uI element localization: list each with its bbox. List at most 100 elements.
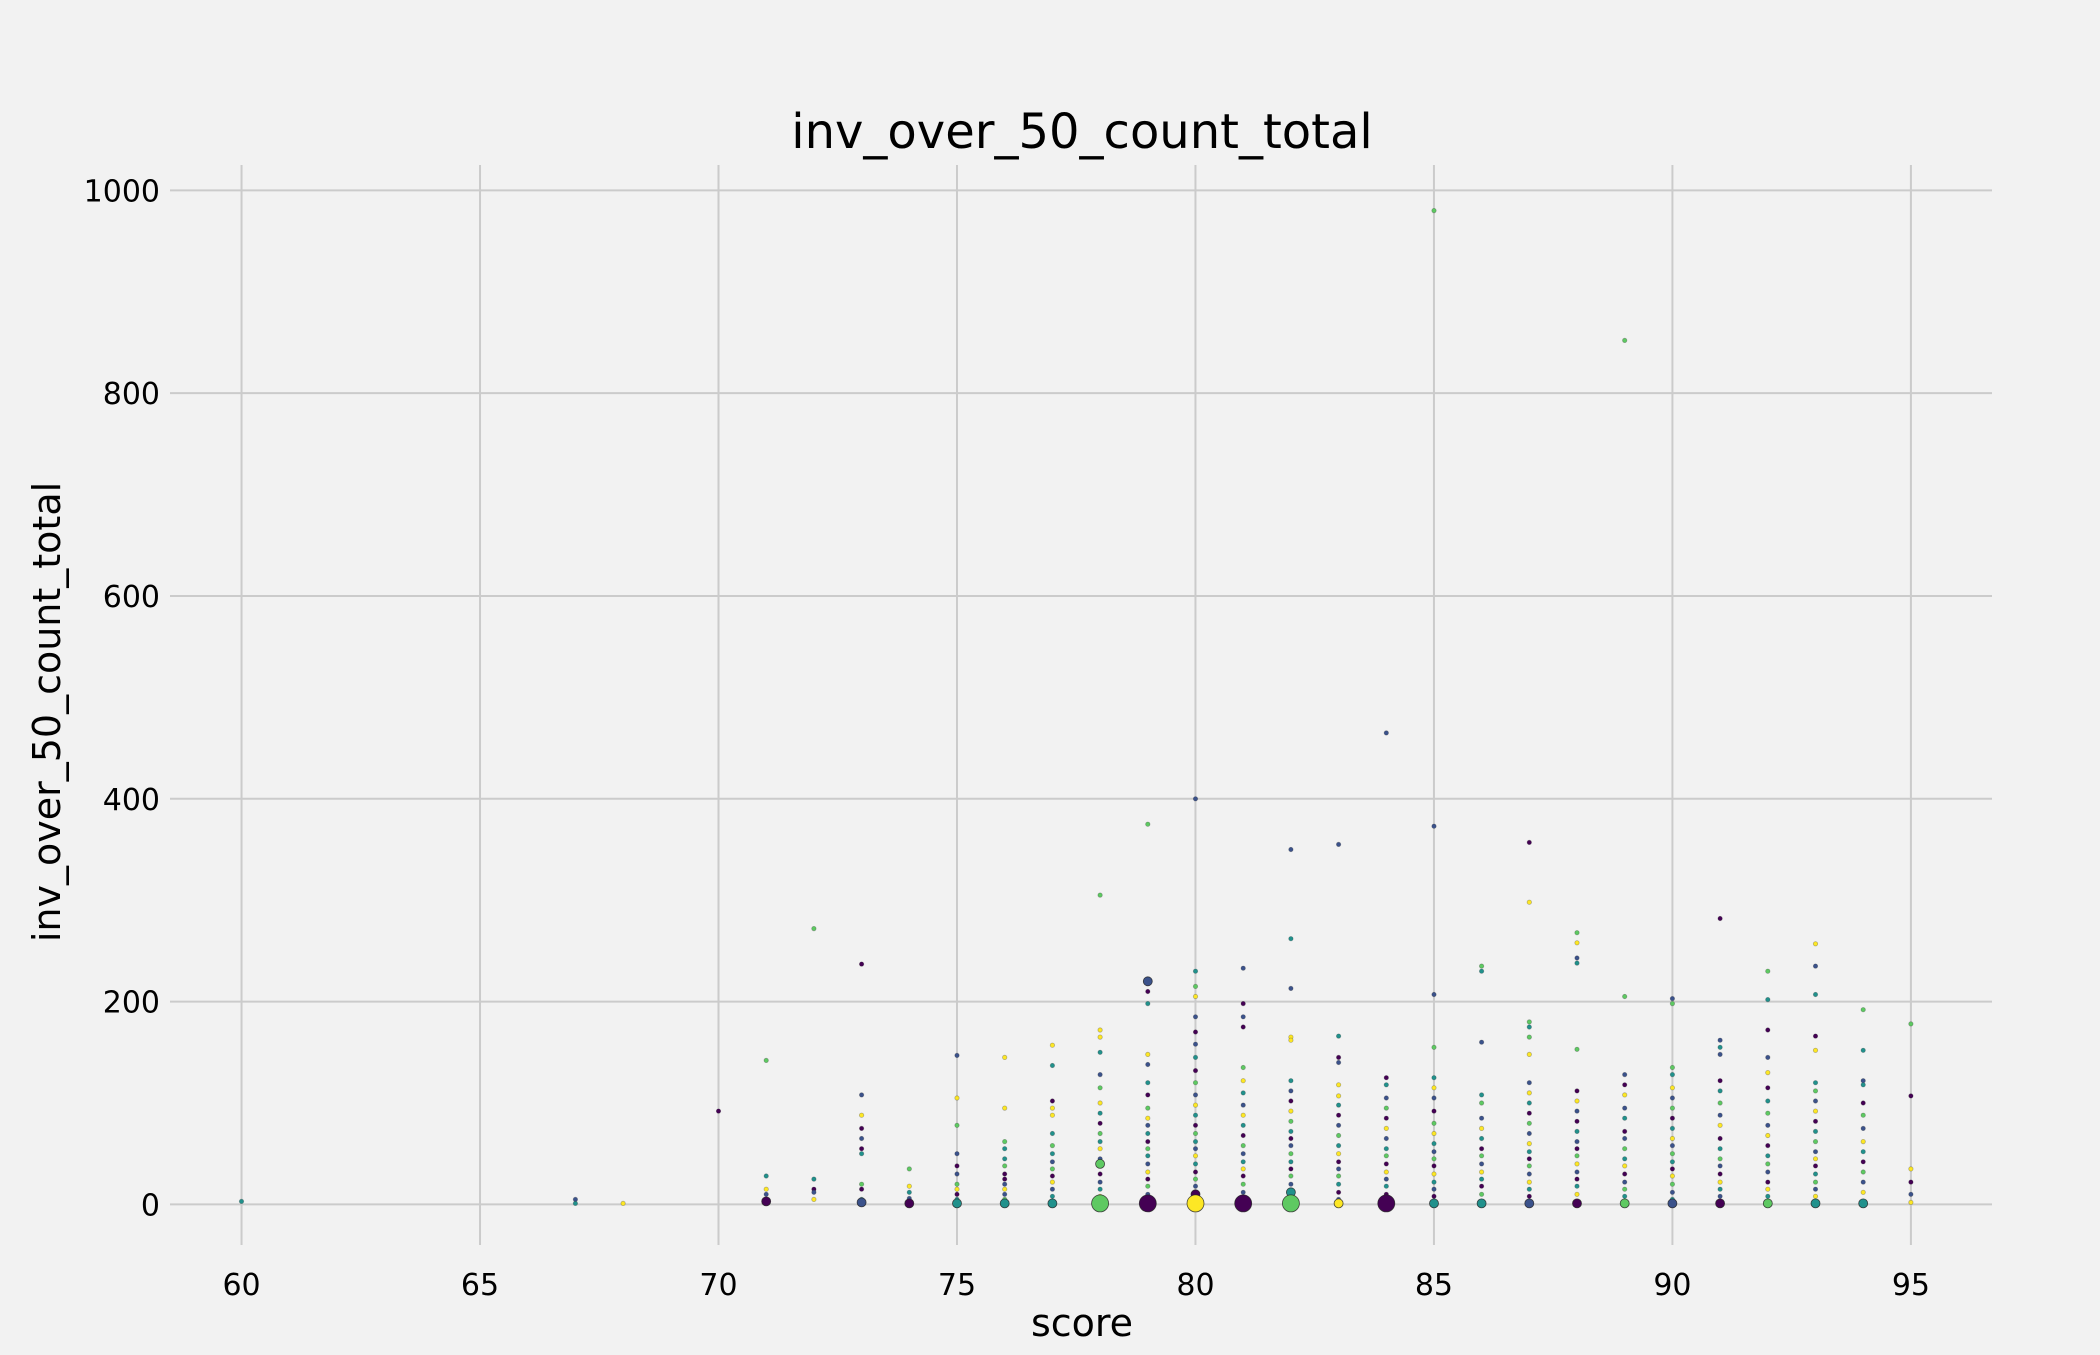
y-tick-label-4: 800 [103,377,160,412]
data-point-317 [1669,1173,1676,1179]
data-point-240 [1479,1161,1485,1167]
data-point-95 [1145,1080,1151,1086]
data-point-58 [1049,1105,1056,1111]
data-point-183 [1336,1112,1342,1118]
data-point-312 [1669,1135,1676,1142]
data-point-127 [1192,1146,1199,1152]
data-point-199 [1383,1105,1389,1111]
data-point-208 [1383,1183,1389,1189]
data-point-61 [1049,1143,1056,1149]
data-point-72 [1097,1034,1103,1040]
data-point-80 [1097,1139,1103,1145]
data-point-370 [1812,1149,1819,1155]
data-point-369 [1812,1139,1819,1145]
data-point-263 [1526,1179,1532,1185]
data-point-54 [999,1198,1010,1209]
data-point-131 [1192,1176,1199,1182]
data-point-169 [1288,1159,1294,1165]
data-point-323 [1717,1037,1723,1043]
data-point-65 [1049,1173,1056,1179]
data-point-265 [1526,1193,1532,1199]
data-point-123 [1192,1112,1199,1118]
x-axis-title: score [1031,1301,1133,1345]
x-tick-label-3: 75 [938,1268,976,1303]
data-point-279 [1574,1153,1580,1159]
data-point-100 [1145,1130,1151,1137]
data-point-160 [1288,1078,1294,1084]
data-point-155 [1288,846,1294,853]
data-point-211 [1431,208,1437,214]
data-point-181 [1336,1093,1342,1099]
data-point-190 [1336,1173,1342,1179]
data-point-350 [1765,1143,1771,1149]
data-point-137 [1240,1014,1246,1020]
data-point-207 [1383,1176,1389,1182]
data-point-185 [1336,1132,1342,1139]
data-point-96 [1145,1092,1151,1098]
data-point-10 [811,925,817,932]
data-point-56 [1049,1062,1056,1069]
data-point-205 [1383,1161,1389,1167]
data-point-321 [1667,1198,1678,1209]
data-point-35 [954,1163,960,1169]
y-tick-label-0: 0 [141,1188,160,1223]
data-point-383 [1860,1112,1866,1118]
data-point-39 [954,1191,960,1197]
data-point-336 [1717,1179,1723,1185]
data-point-374 [1812,1179,1819,1185]
data-point-204 [1383,1153,1389,1159]
data-point-120 [1192,1080,1199,1086]
data-point-243 [1479,1183,1485,1189]
data-point-192 [1336,1189,1342,1195]
data-point-28 [906,1189,912,1195]
data-point-371 [1812,1156,1819,1162]
data-point-77 [1097,1110,1103,1116]
data-point-222 [1431,1149,1437,1155]
data-point-60 [1049,1130,1056,1137]
data-point-245 [1476,1198,1487,1209]
data-point-27 [906,1183,912,1189]
data-point-9 [761,1196,772,1207]
data-point-67 [1049,1186,1056,1192]
data-point-20 [858,1146,865,1152]
data-point-94 [1145,1061,1151,1068]
data-point-147 [1240,1151,1246,1157]
data-point-299 [1622,1179,1628,1185]
data-point-79 [1097,1130,1103,1137]
data-point-186 [1336,1143,1342,1149]
data-point-340 [1765,968,1771,974]
data-point-378 [1860,1007,1866,1013]
data-point-261 [1526,1163,1532,1169]
data-point-334 [1717,1163,1723,1169]
data-point-42 [1002,1054,1008,1061]
data-point-248 [1526,1019,1532,1025]
data-point-62 [1049,1151,1056,1157]
data-point-30 [904,1198,915,1209]
data-point-162 [1288,1098,1294,1104]
data-point-231 [1479,968,1485,974]
data-point-272 [1574,1088,1580,1094]
data-point-138 [1240,1024,1246,1030]
data-point-257 [1526,1130,1532,1137]
data-point-110 [1138,1194,1157,1213]
data-point-68 [1049,1193,1056,1199]
data-point-45 [1002,1146,1008,1152]
data-point-106 [1145,1176,1151,1182]
data-point-4 [715,1108,722,1114]
data-point-122 [1192,1102,1199,1108]
data-point-88 [1091,1194,1109,1213]
data-point-55 [1049,1042,1056,1048]
data-point-379 [1860,1047,1866,1053]
data-point-107 [1145,1183,1151,1189]
data-point-66 [1049,1179,1056,1185]
data-point-165 [1288,1128,1294,1135]
y-tick-labels: 0 200 400 600 800 1000 [84,174,160,1223]
data-point-188 [1336,1159,1342,1165]
data-point-266 [1524,1198,1535,1209]
data-point-132 [1192,1183,1199,1189]
data-point-270 [1574,960,1580,966]
data-point-228 [1431,1193,1437,1199]
data-point-280 [1574,1161,1580,1167]
